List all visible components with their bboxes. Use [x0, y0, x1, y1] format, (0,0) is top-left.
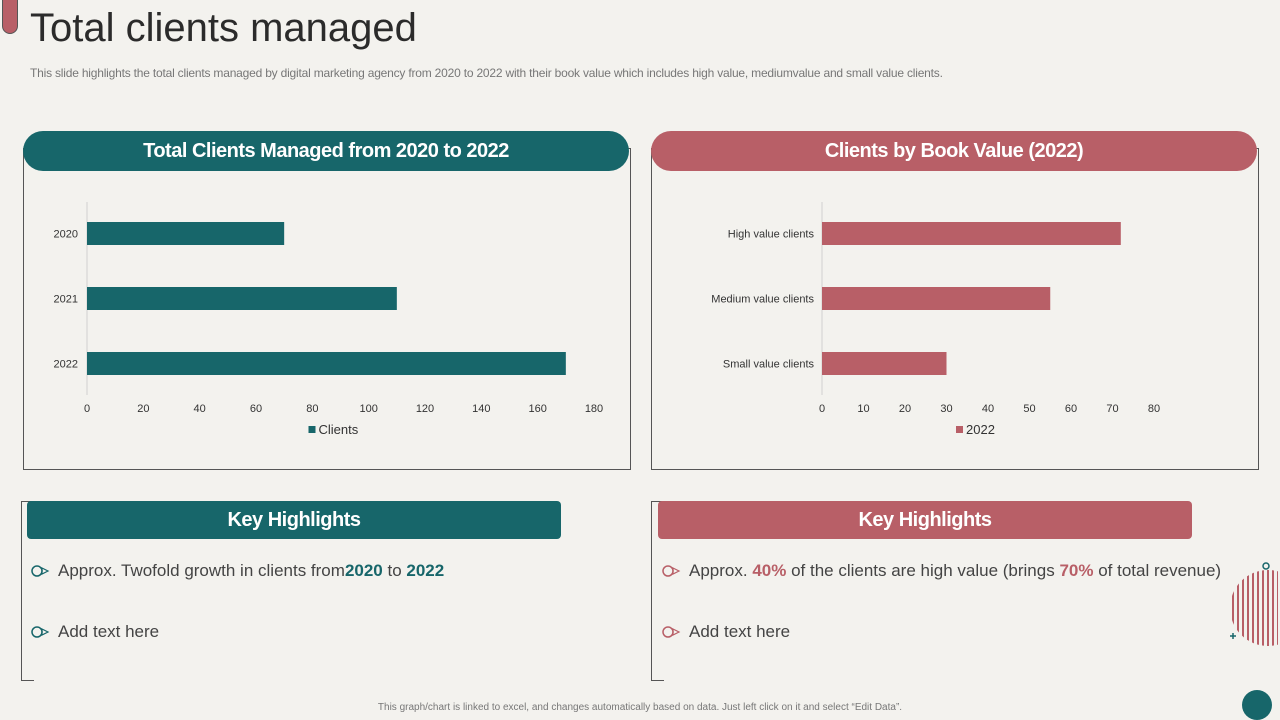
left-highlight-item-1: Approx. Twofold growth in clients from 2…: [30, 561, 444, 581]
bar[interactable]: [87, 352, 566, 375]
bar[interactable]: [822, 222, 1121, 245]
page-subtitle: This slide highlights the total clients …: [30, 66, 943, 80]
bar[interactable]: [87, 287, 397, 310]
highlight-text: to: [382, 561, 407, 580]
category-label: Medium value clients: [711, 294, 814, 306]
highlight-value: 40%: [752, 561, 787, 580]
right-highlights-bracket: [651, 501, 664, 681]
teal-circle-decoration: [1242, 690, 1272, 720]
x-tick-label: 0: [84, 403, 90, 415]
x-tick-label: 120: [416, 403, 434, 415]
category-label: 2020: [54, 229, 78, 241]
striped-circle-decoration: [1230, 562, 1278, 646]
highlight-text[interactable]: Add text here: [58, 622, 160, 641]
x-tick-label: 20: [137, 403, 149, 415]
target-arrow-icon: [31, 565, 50, 577]
highlight-value: 2022: [406, 561, 445, 580]
highlight-text: Approx. Twofold growth in clients from: [58, 561, 345, 580]
highlight-text: of the clients are high value (brings: [786, 561, 1060, 580]
left-bar-chart[interactable]: 2020 2021 2022 0 20 40 60 80 100 120 140 160 180 Clie…: [23, 175, 629, 465]
x-tick-label: 60: [1065, 403, 1077, 415]
target-arrow-icon: [662, 626, 681, 638]
x-tick-label: 60: [250, 403, 262, 415]
legend-swatch: [308, 426, 316, 433]
right-bar-chart[interactable]: High value clients Medium value clients Sm…: [651, 175, 1257, 465]
x-tick-label: 180: [585, 403, 603, 415]
x-tick-label: 0: [819, 403, 825, 415]
highlight-value: 2020: [344, 561, 383, 580]
category-label: 2022: [54, 359, 78, 371]
legend-label: Clients: [319, 422, 359, 437]
right-highlight-item-1: Approx. 40% of the clients are high valu…: [661, 561, 1221, 581]
category-label: Small value clients: [723, 359, 815, 371]
legend-swatch: [956, 426, 963, 433]
highlight-text: Approx.: [689, 561, 753, 580]
x-tick-label: 140: [472, 403, 490, 415]
right-highlights-header: Key Highlights: [658, 501, 1192, 539]
x-tick-label: 100: [359, 403, 377, 415]
highlight-value: 70%: [1059, 561, 1094, 580]
target-arrow-icon: [31, 626, 50, 638]
bar[interactable]: [822, 352, 947, 375]
x-tick-label: 40: [194, 403, 206, 415]
x-tick-label: 160: [528, 403, 546, 415]
bar[interactable]: [87, 222, 285, 245]
x-tick-label: 10: [857, 403, 869, 415]
x-tick-label: 80: [1148, 403, 1160, 415]
corner-tab-decoration: [2, 0, 18, 34]
x-tick-label: 70: [1106, 403, 1118, 415]
x-tick-label: 40: [982, 403, 994, 415]
left-highlight-item-2: Add text here: [30, 622, 159, 642]
x-tick-label: 50: [1023, 403, 1035, 415]
left-chart-header: Total Clients Managed from 2020 to 2022: [23, 131, 629, 171]
bar[interactable]: [822, 287, 1051, 310]
highlight-text: of total revenue): [1093, 561, 1222, 580]
category-label: High value clients: [728, 229, 815, 241]
legend-label: 2022: [966, 422, 995, 437]
left-highlights-header: Key Highlights: [27, 501, 561, 539]
right-highlight-item-2: Add text here: [661, 622, 790, 642]
x-tick-label: 80: [306, 403, 318, 415]
category-label: 2021: [54, 294, 78, 306]
x-tick-label: 20: [899, 403, 911, 415]
right-chart-header: Clients by Book Value (2022): [651, 131, 1257, 171]
footer-note: This graph/chart is linked to excel, and…: [377, 702, 903, 713]
highlight-text[interactable]: Add text here: [689, 622, 791, 641]
x-tick-label: 30: [940, 403, 952, 415]
page-title: Total clients managed: [30, 6, 417, 50]
target-arrow-icon: [662, 565, 681, 577]
